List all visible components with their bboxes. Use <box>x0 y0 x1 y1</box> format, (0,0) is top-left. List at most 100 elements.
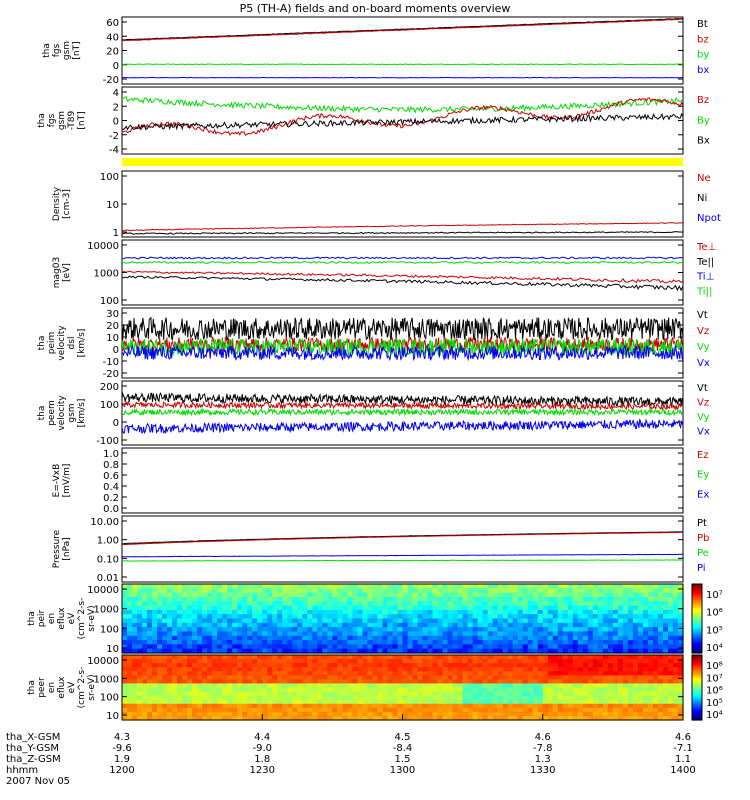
heatmap-cell <box>332 683 338 689</box>
heatmap-cell <box>247 614 253 620</box>
heatmap-cell <box>307 614 313 620</box>
heatmap-cell <box>482 655 489 660</box>
heatmap-cell <box>622 622 629 628</box>
heatmap-cell <box>672 711 679 717</box>
heatmap-cell <box>657 640 664 645</box>
heatmap-cell <box>652 671 659 676</box>
heatmap-cell <box>547 584 554 589</box>
heatmap-cell <box>287 631 293 637</box>
heatmap-cell <box>592 605 599 611</box>
heatmap-cell <box>512 711 519 717</box>
heatmap-cell <box>512 695 519 701</box>
heatmap-cell <box>417 695 424 701</box>
legend-Vt: Vt <box>697 310 708 321</box>
heatmap-cell <box>257 614 263 620</box>
heatmap-cell <box>412 618 419 624</box>
heatmap-cell <box>452 609 459 615</box>
heatmap-cell <box>322 648 328 654</box>
heatmap-cell <box>402 644 409 650</box>
heatmap-cell <box>412 715 419 721</box>
heatmap-cell <box>602 596 609 602</box>
heatmap-cell <box>507 715 514 721</box>
y-tick-label: 100 <box>100 400 119 411</box>
heatmap-cell <box>612 707 619 713</box>
x-tick-label: -7.1 <box>673 743 693 754</box>
heatmap-cell <box>502 609 509 615</box>
heatmap-cell <box>457 635 464 641</box>
heatmap-cell <box>342 679 348 685</box>
heatmap-cell <box>127 618 133 624</box>
heatmap-cell <box>372 707 379 713</box>
heatmap-cell <box>427 675 434 680</box>
heatmap-cell <box>227 671 233 676</box>
heatmap-cell <box>572 596 579 602</box>
heatmap-cell <box>582 609 589 615</box>
heatmap-cell <box>517 640 524 645</box>
heatmap-cell <box>462 703 469 709</box>
heatmap-cell <box>142 627 148 633</box>
heatmap-cell <box>577 711 584 717</box>
heatmap-cell <box>262 605 268 611</box>
heatmap-cell <box>312 592 318 598</box>
heatmap-cell <box>217 584 223 589</box>
heatmap-cell <box>532 695 539 701</box>
heatmap-cell <box>572 584 579 589</box>
heatmap-cell <box>287 596 293 602</box>
heatmap-cell <box>442 609 449 615</box>
heatmap-cell <box>587 648 594 654</box>
heatmap-cell <box>592 596 599 602</box>
colorbar-cell <box>692 634 702 637</box>
heatmap-cell <box>457 707 464 713</box>
heatmap-cell <box>532 588 539 594</box>
heatmap-cell <box>342 644 348 650</box>
heatmap-cell <box>187 707 193 713</box>
heatmap-cell <box>192 699 198 705</box>
heatmap-cell <box>572 691 579 697</box>
heatmap-cell <box>547 640 554 645</box>
heatmap-cell <box>292 695 298 701</box>
heatmap-cell <box>172 695 178 701</box>
heatmap-cell <box>577 605 584 611</box>
heatmap-cell <box>582 687 589 693</box>
heatmap-cell <box>377 588 384 594</box>
heatmap-cell <box>147 648 153 654</box>
heatmap-cell <box>467 707 474 713</box>
heatmap-cell <box>147 609 153 615</box>
heatmap-cell <box>622 631 629 637</box>
legend-Bt: Bt <box>697 19 708 30</box>
heatmap-cell <box>672 683 679 689</box>
heatmap-cell <box>527 618 534 624</box>
heatmap-cell <box>427 687 434 693</box>
heatmap-cell <box>667 631 674 637</box>
heatmap-cell <box>152 699 158 705</box>
y-axis-label: peir <box>37 609 47 627</box>
heatmap-cell <box>677 631 684 637</box>
heatmap-cell <box>572 707 579 713</box>
heatmap-cell <box>587 691 594 697</box>
heatmap-cell <box>452 648 459 654</box>
heatmap-cell <box>632 605 639 611</box>
heatmap-cell <box>647 707 654 713</box>
heatmap-cell <box>267 618 273 624</box>
heatmap-cell <box>247 675 253 680</box>
heatmap-cell <box>477 644 484 650</box>
heatmap-cell <box>172 655 178 660</box>
heatmap-cell <box>467 699 474 705</box>
heatmap-cell <box>167 671 173 676</box>
heatmap-cell <box>442 648 449 654</box>
heatmap-cell <box>602 622 609 628</box>
heatmap-cell <box>137 691 143 697</box>
heatmap-cell <box>542 627 549 633</box>
heatmap-cell <box>672 588 679 594</box>
heatmap-cell <box>232 699 238 705</box>
heatmap-cell <box>202 667 208 672</box>
heatmap-cell <box>227 596 233 602</box>
heatmap-cell <box>212 584 218 589</box>
heatmap-cell <box>352 699 359 705</box>
heatmap-cell <box>287 699 293 705</box>
heatmap-cell <box>672 635 679 641</box>
heatmap-cell <box>382 679 389 685</box>
heatmap-cell <box>607 691 614 697</box>
heatmap-cell <box>542 609 549 615</box>
